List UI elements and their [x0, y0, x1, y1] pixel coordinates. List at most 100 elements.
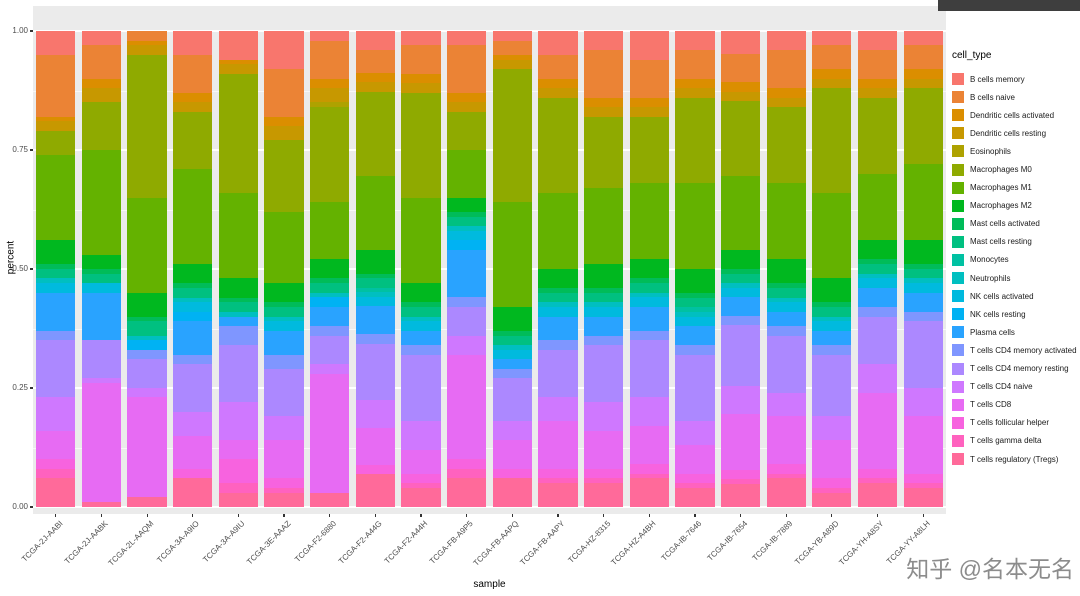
bar-segment [264, 116, 304, 127]
bar-segment [766, 31, 806, 51]
bar-segment [812, 78, 852, 89]
bar-segment [264, 69, 304, 117]
legend-swatch [952, 235, 964, 248]
bar-segment [675, 421, 715, 445]
bar-segment [36, 54, 76, 117]
bar-segment [36, 268, 76, 279]
y-axis-title: percent [5, 240, 17, 275]
bar-segment [538, 31, 578, 55]
x-tick-mark [785, 514, 787, 517]
bar-segment [447, 102, 487, 112]
legend-title: cell_type [952, 50, 992, 61]
bar-segment [310, 102, 350, 108]
legend-entry: T cells CD4 memory resting [952, 360, 1078, 378]
bar-segment [857, 273, 898, 279]
x-tick-label: TCGA-HZ-A4BH [609, 519, 658, 568]
bar-segment [173, 264, 213, 284]
bar-segment [857, 392, 898, 469]
bar-segment [538, 192, 578, 269]
y-tick-label: 1.00 [12, 26, 28, 35]
stacked-bar [127, 31, 167, 507]
bar-segment [310, 335, 350, 365]
x-tick-mark [557, 514, 559, 517]
bar-segment [675, 97, 715, 184]
bar-segment [766, 107, 806, 184]
bar-segment [492, 478, 532, 507]
bar-segment [355, 250, 395, 274]
bar-segment [903, 311, 943, 322]
bar-segment [264, 140, 304, 212]
bar-segment [218, 483, 259, 493]
bar-segment [538, 302, 578, 308]
bar-segment [720, 315, 761, 325]
bar-segment [629, 116, 669, 184]
bar-segment [401, 92, 441, 198]
bar-segment [629, 59, 669, 98]
bar-segment [492, 368, 532, 379]
bar-segment [492, 378, 532, 422]
legend-label: Neutrophils [970, 273, 1011, 283]
legend-label: T cells CD4 naive [970, 382, 1033, 392]
legend-entry: Neutrophils [952, 269, 1078, 287]
bar-segment [173, 364, 213, 412]
bar-segment [538, 349, 578, 398]
bar-segment [447, 31, 487, 46]
legend-entry: Macrophages M0 [952, 160, 1078, 178]
gridline-major [33, 30, 946, 32]
bar-segment [538, 340, 578, 350]
bar-segment [127, 321, 167, 336]
bar-segment [675, 311, 715, 317]
x-tick-label: TCGA-FB-A9P5 [428, 519, 476, 566]
bar-segment [218, 64, 259, 74]
legend-label: B cells memory [970, 74, 1025, 84]
bar-segment [629, 97, 669, 108]
bar-segment [355, 343, 395, 400]
bar-segment [81, 31, 122, 46]
gridline-major [33, 387, 946, 389]
bar-segment [766, 283, 806, 288]
bar-segment [538, 483, 578, 507]
bar-segment [492, 468, 532, 479]
bar-segment [218, 459, 259, 484]
x-tick-mark [192, 514, 194, 517]
bar-segment [720, 100, 761, 176]
bar-segment [81, 273, 122, 284]
bar-segment [81, 102, 122, 150]
bar-segment [36, 468, 76, 479]
bar-segment [766, 259, 806, 284]
bar-segment [127, 359, 167, 388]
bar-segment [310, 283, 350, 293]
bar-segment [675, 307, 715, 312]
bar-segment [173, 287, 213, 298]
bar-segment [127, 197, 167, 293]
x-tick-label: TCGA-2J-AABI [19, 519, 65, 564]
stacked-bar [538, 31, 578, 507]
bar-segment [355, 399, 395, 428]
legend-entry: T cells CD8 [952, 396, 1078, 414]
legend-label: Mast cells activated [970, 219, 1040, 229]
stacked-bar [492, 31, 532, 507]
bar-segment [173, 92, 213, 103]
x-tick-mark [466, 514, 468, 517]
bar-segment [720, 175, 761, 251]
bar-segment [447, 459, 487, 469]
bar-segment [857, 287, 898, 307]
stacked-bar [903, 31, 943, 507]
legend-entry: NK cells resting [952, 305, 1078, 323]
x-tick-label: TCGA-YB-A89D [792, 519, 841, 567]
legend-label: Mast cells resting [970, 237, 1032, 247]
bar-segment [355, 31, 395, 50]
x-tick-label: TCGA-3E-AAAZ [244, 519, 293, 567]
bar-segment [766, 416, 806, 465]
legend-entry: Macrophages M2 [952, 197, 1078, 215]
bar-segment [310, 326, 350, 336]
x-tick-mark [876, 514, 879, 517]
bar-segment [36, 278, 76, 284]
bar-segment [401, 307, 441, 317]
bar-segment [355, 427, 395, 465]
bar-segment [903, 69, 943, 79]
bar-segment [447, 45, 487, 93]
bar-segment [857, 483, 898, 507]
legend-entry: Mast cells resting [952, 233, 1078, 251]
